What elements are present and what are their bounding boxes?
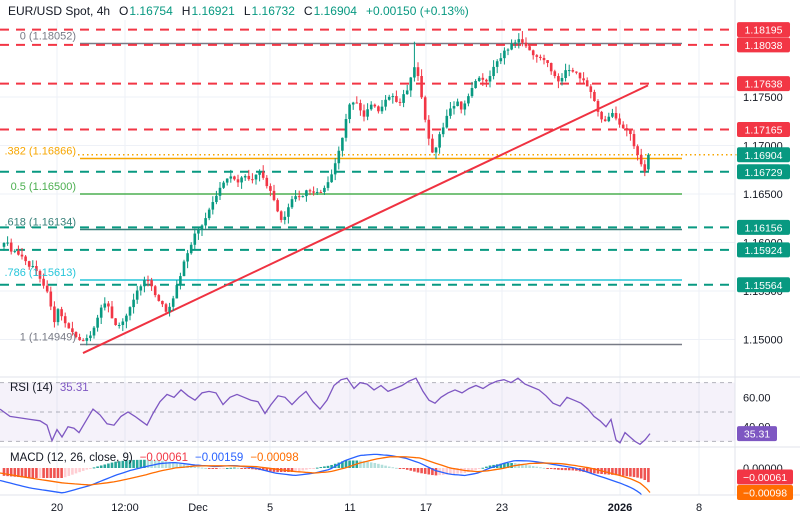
svg-text:−0.00061: −0.00061 (743, 472, 787, 484)
support-badge: 1.16729 (737, 164, 790, 180)
svg-text:1.18195: 1.18195 (745, 25, 783, 37)
svg-text:1.15000: 1.15000 (743, 335, 783, 347)
svg-text:0.5 (1.16500): 0.5 (1.16500) (11, 181, 76, 193)
axis-badges: 1.18195 1.18038 1.17638 1.17165 1.16729 1.161… (737, 22, 793, 500)
svg-text:1.17638: 1.17638 (745, 79, 783, 91)
svg-text:.618 (1.16134): .618 (1.16134) (4, 217, 76, 229)
svg-text:.786 (1.15613): .786 (1.15613) (4, 267, 76, 279)
time-axis-labels: 20 12:00 Dec 5 11 17 23 2026 8 (51, 502, 702, 514)
rsi-band (0, 382, 735, 442)
macd-signal-badge: −0.00098 (737, 485, 793, 500)
svg-text:−0.00098: −0.00098 (743, 488, 787, 500)
svg-text:11: 11 (344, 502, 355, 514)
svg-text:1.17500: 1.17500 (743, 92, 783, 104)
svg-text:35.31: 35.31 (744, 429, 770, 441)
svg-text:1.17165: 1.17165 (745, 124, 783, 136)
rsi-line (0, 377, 651, 446)
svg-text:8: 8 (696, 502, 702, 514)
svg-text:1.15924: 1.15924 (745, 245, 783, 257)
macd-lines (0, 453, 651, 495)
rsi-plot (0, 377, 651, 446)
resistance-badge: 1.18195 (737, 22, 790, 38)
resistance-badge: 1.18038 (737, 37, 790, 53)
candlestick-series (2, 31, 650, 346)
time-axis[interactable] (0, 495, 800, 519)
svg-text:60.00: 60.00 (743, 392, 771, 404)
svg-text:1.16729: 1.16729 (745, 167, 783, 179)
price-axis[interactable] (735, 0, 800, 495)
current-price-badge: 1.16904 (737, 147, 790, 163)
svg-text:20: 20 (51, 502, 63, 514)
svg-text:1 (1.14949): 1 (1.14949) (20, 331, 76, 343)
level-lines (0, 28, 730, 286)
svg-text:12:00: 12:00 (111, 502, 139, 514)
resistance-badge: 1.17165 (737, 121, 790, 137)
svg-text:1.16904: 1.16904 (745, 150, 783, 162)
svg-text:23: 23 (496, 502, 508, 514)
rsi-value-badge: 35.31 (737, 426, 777, 442)
pane-separators (0, 0, 800, 496)
svg-text:1.16500: 1.16500 (743, 189, 783, 201)
svg-text:.382 (1.16866): .382 (1.16866) (4, 145, 76, 157)
macd-signal-line (0, 456, 651, 493)
svg-text:0 (1.18052): 0 (1.18052) (20, 30, 76, 42)
trendline (82, 84, 649, 354)
support-badge: 1.15564 (737, 277, 790, 293)
support-badge: 1.15924 (737, 242, 790, 258)
svg-text:1.15564: 1.15564 (745, 280, 783, 292)
resistance-badge: 1.17638 (737, 76, 790, 92)
svg-text:17: 17 (420, 502, 432, 514)
svg-text:1.18038: 1.18038 (745, 40, 783, 52)
fib-labels: 0 (1.18052) .382 (1.16866) 0.5 (1.16500) .6… (4, 30, 76, 343)
svg-text:Dec: Dec (188, 502, 208, 514)
support-badge: 1.16156 (737, 219, 790, 235)
macd-histogram-badge: −0.00061 (737, 469, 793, 485)
svg-text:5: 5 (267, 502, 273, 514)
svg-text:1.16156: 1.16156 (745, 222, 783, 234)
svg-text:2026: 2026 (608, 502, 632, 514)
